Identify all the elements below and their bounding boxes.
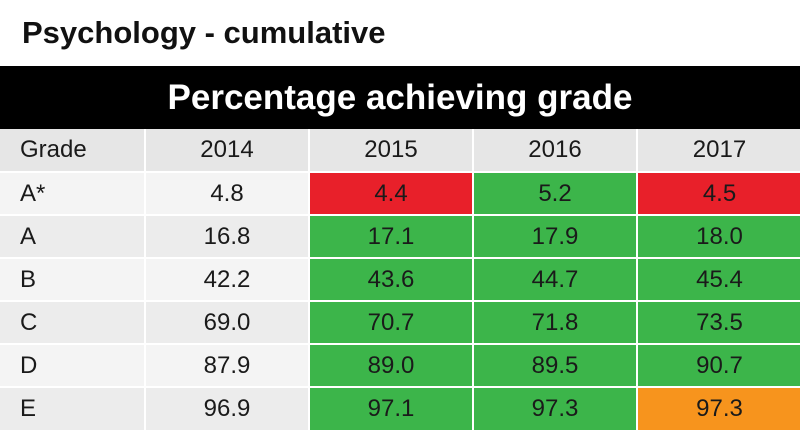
value-cell: 44.7 xyxy=(473,258,638,302)
grade-label: A xyxy=(0,215,146,259)
grade-label: B xyxy=(0,258,146,302)
value-cell: 87.9 xyxy=(145,344,310,388)
value-cell: 73.5 xyxy=(637,301,800,345)
value-cell: 4.4 xyxy=(309,172,474,216)
value-cell: 4.8 xyxy=(145,172,310,216)
value-cell: 17.1 xyxy=(309,215,474,259)
table-row: E 96.9 97.1 97.3 97.3 xyxy=(0,387,800,430)
header-year: 2016 xyxy=(473,129,638,173)
table-row: D 87.9 89.0 89.5 90.7 xyxy=(0,344,800,388)
value-cell: 97.3 xyxy=(637,387,800,430)
value-cell: 4.5 xyxy=(637,172,800,216)
value-cell: 69.0 xyxy=(145,301,310,345)
value-cell: 96.9 xyxy=(145,387,310,430)
value-cell: 18.0 xyxy=(637,215,800,259)
header-row: Grade 2014 2015 2016 2017 xyxy=(0,129,800,173)
grade-label: E xyxy=(0,387,146,430)
grade-label: D xyxy=(0,344,146,388)
header-grade: Grade xyxy=(0,129,146,173)
value-cell: 43.6 xyxy=(309,258,474,302)
value-cell: 5.2 xyxy=(473,172,638,216)
table-row: A 16.8 17.1 17.9 18.0 xyxy=(0,215,800,259)
value-cell: 89.0 xyxy=(309,344,474,388)
value-cell: 16.8 xyxy=(145,215,310,259)
grades-table: Grade 2014 2015 2016 2017 A* 4.8 4.4 5.2… xyxy=(0,129,800,430)
header-year: 2015 xyxy=(309,129,474,173)
value-cell: 42.2 xyxy=(145,258,310,302)
value-cell: 97.3 xyxy=(473,387,638,430)
table-row: A* 4.8 4.4 5.2 4.5 xyxy=(0,172,800,216)
value-cell: 17.9 xyxy=(473,215,638,259)
value-cell: 71.8 xyxy=(473,301,638,345)
table-row: C 69.0 70.7 71.8 73.5 xyxy=(0,301,800,345)
value-cell: 90.7 xyxy=(637,344,800,388)
grade-label: A* xyxy=(0,172,146,216)
value-cell: 97.1 xyxy=(309,387,474,430)
value-cell: 45.4 xyxy=(637,258,800,302)
value-cell: 70.7 xyxy=(309,301,474,345)
grade-label: C xyxy=(0,301,146,345)
table-banner: Percentage achieving grade xyxy=(0,66,800,129)
header-year: 2014 xyxy=(145,129,310,173)
page-title: Psychology - cumulative xyxy=(22,15,386,50)
table-row: B 42.2 43.6 44.7 45.4 xyxy=(0,258,800,302)
value-cell: 89.5 xyxy=(473,344,638,388)
header-year: 2017 xyxy=(637,129,800,173)
